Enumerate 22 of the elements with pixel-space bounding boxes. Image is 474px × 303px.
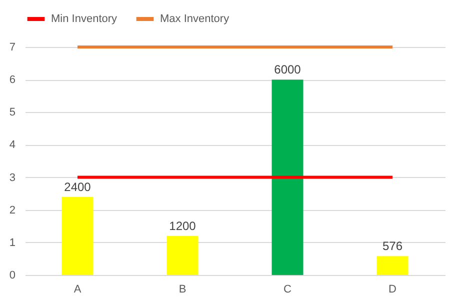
y-tick-label: 1 — [9, 236, 16, 249]
x-tick-label: D — [388, 284, 397, 296]
x-tick-label: A — [74, 284, 82, 296]
y-tick-label: 6 — [9, 74, 16, 86]
y-tick-label: 5 — [9, 106, 16, 119]
bar — [272, 80, 304, 275]
x-tick-label: B — [178, 284, 186, 296]
y-tick-label: 7 — [9, 42, 16, 54]
bar — [166, 236, 198, 275]
bar — [62, 196, 94, 275]
annotation: 2400 — [64, 180, 92, 194]
x-tick-label: C — [284, 284, 292, 296]
y-tick-label: 4 — [9, 139, 16, 152]
y-tick-label: 2 — [9, 204, 16, 216]
annotation: 576 — [382, 239, 403, 254]
y-tick-label: 3 — [9, 172, 16, 184]
annotation: 6000 — [274, 62, 302, 77]
y-tick-label: 0 — [9, 270, 16, 282]
legend-label: Min Inventory — [51, 13, 118, 25]
bar — [376, 256, 408, 275]
legend-label: Max Inventory — [160, 13, 230, 25]
annotation: 1200 — [169, 218, 196, 233]
